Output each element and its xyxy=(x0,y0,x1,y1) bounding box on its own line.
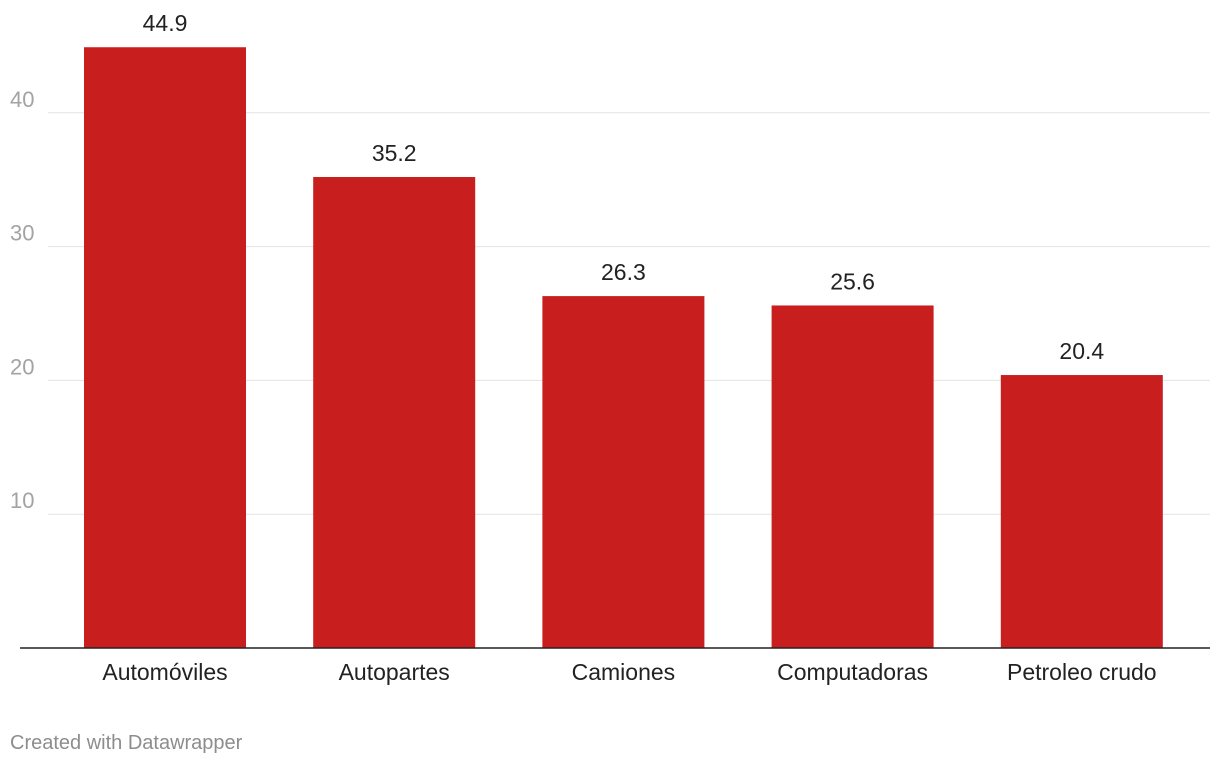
bar-value-label: 44.9 xyxy=(143,10,188,36)
y-tick-label: 40 xyxy=(10,87,34,112)
y-tick-label: 30 xyxy=(10,221,34,246)
bar xyxy=(313,177,476,649)
x-category-label: Automóviles xyxy=(102,659,227,685)
bar-value-label: 26.3 xyxy=(601,259,646,285)
x-category-label: Autopartes xyxy=(339,659,450,685)
x-axis: Automóviles Autopartes Camiones Computadora… xyxy=(20,647,1210,685)
bar xyxy=(542,296,705,648)
x-category-label: Camiones xyxy=(572,659,676,685)
bar-value-label: 25.6 xyxy=(830,268,875,294)
y-tick-label: 20 xyxy=(10,354,34,379)
x-category-label: Petroleo crudo xyxy=(1007,659,1157,685)
bar xyxy=(771,305,934,648)
value-labels: 44.9 35.2 26.3 25.6 20.4 xyxy=(143,10,1105,364)
bar xyxy=(84,47,246,649)
bar-value-label: 20.4 xyxy=(1059,338,1104,364)
y-tick-label: 10 xyxy=(10,488,34,513)
credit-text: Created with Datawrapper xyxy=(10,732,243,754)
bar-value-label: 35.2 xyxy=(372,140,417,166)
x-category-label: Computadoras xyxy=(777,659,928,685)
bars xyxy=(84,47,1163,649)
bar xyxy=(1000,375,1163,648)
